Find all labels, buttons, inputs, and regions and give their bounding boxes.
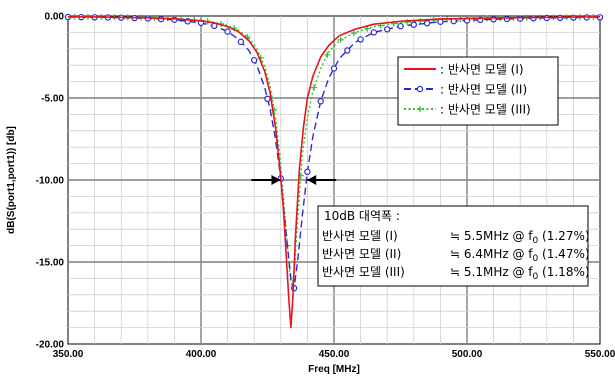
y-tick-label: -5.00: [41, 94, 64, 105]
annotation-row: 반사면 모델 (II) ≒ 6.4MHz @ f0 (1.47%): [322, 247, 590, 264]
data-point-marker: [237, 38, 245, 46]
data-point-marker: [350, 30, 357, 37]
y-axis-label: dB(S(port1,port1)) [db]: [6, 126, 17, 234]
right-bandwidth-arrow: [307, 175, 337, 185]
data-point-marker: [264, 95, 271, 103]
annotation-model: 반사면 모델 (III): [322, 265, 405, 279]
data-point-marker: [304, 168, 311, 175]
x-axis-label: Freq [MHz]: [308, 364, 360, 375]
annotation-model: 반사면 모델 (I): [322, 229, 398, 243]
left-bandwidth-arrow: [251, 175, 281, 185]
legend-marker: [416, 85, 424, 93]
legend-entry-3: : 반사면 모델 (III): [404, 103, 531, 117]
legend-entry-1: : 반사면 모델 (I): [404, 63, 524, 77]
bandwidth-arrows: [251, 175, 337, 185]
legend-entry-2: : 반사면 모델 (II): [404, 83, 527, 97]
tick-labels: 350.00 400.00 450.00 500.00 550.00 0.00 -5.00 -…: [36, 12, 615, 361]
legend: : 반사면 모델 (I) : 반사면 모델 (II) : 반사면 모델 (III): [397, 56, 559, 126]
data-point-marker: [357, 36, 364, 43]
annotation-model: 반사면 모델 (II): [322, 247, 401, 261]
data-point-marker: [517, 15, 524, 22]
data-point-marker: [384, 26, 391, 33]
legend-label: : 반사면 모델 (II): [440, 83, 527, 97]
annotation-bandwidth: ≒ 5.1MHz @ f0 (1.18%): [450, 265, 590, 282]
y-tick-label: -15.00: [36, 258, 65, 269]
legend-marker: [417, 106, 423, 112]
series-layer: [64, 13, 604, 329]
annotation-bandwidth: ≒ 5.5MHz @ f0 (1.27%): [450, 229, 590, 246]
data-point-marker: [330, 65, 338, 72]
data-point-marker: [397, 22, 404, 30]
data-point-marker: [224, 28, 231, 35]
annotation-row: 반사면 모델 (III) ≒ 5.1MHz @ f0 (1.18%): [322, 265, 590, 282]
data-point-marker: [370, 29, 378, 36]
annotation-bandwidth: ≒ 6.4MHz @ f0 (1.47%): [450, 247, 590, 264]
x-tick-label: 550.00: [585, 349, 615, 360]
bandwidth-annotation: 10dB 대역폭 : 반사면 모델 (I) ≒ 5.5MHz @ f0 (1.27…: [317, 205, 590, 287]
legend-label: : 반사면 모델 (III): [440, 103, 531, 117]
annotation-title: 10dB 대역폭 :: [324, 209, 400, 223]
data-point-marker: [250, 57, 258, 64]
annotation-box: [317, 205, 589, 287]
data-point-marker: [410, 21, 417, 28]
data-point-marker: [423, 20, 431, 27]
data-point-marker: [337, 36, 344, 43]
data-point-marker: [437, 18, 444, 25]
x-tick-label: 500.00: [452, 349, 483, 360]
x-tick-label: 400.00: [186, 349, 217, 360]
data-point-marker: [417, 18, 424, 25]
data-point-marker: [324, 51, 331, 58]
y-tick-label: -10.00: [36, 176, 65, 187]
y-tick-label: -20.00: [36, 340, 65, 351]
legend-label: : 반사면 모델 (I): [440, 63, 524, 77]
series-line-1: [67, 16, 601, 329]
data-point-marker: [344, 47, 351, 54]
x-tick-label: 450.00: [319, 349, 350, 360]
data-point-marker: [317, 98, 324, 105]
data-point-marker: [311, 84, 318, 91]
annotation-row: 반사면 모델 (I) ≒ 5.5MHz @ f0 (1.27%): [322, 229, 590, 246]
x-tick-label: 350.00: [53, 349, 84, 360]
y-tick-label: 0.00: [45, 12, 65, 23]
